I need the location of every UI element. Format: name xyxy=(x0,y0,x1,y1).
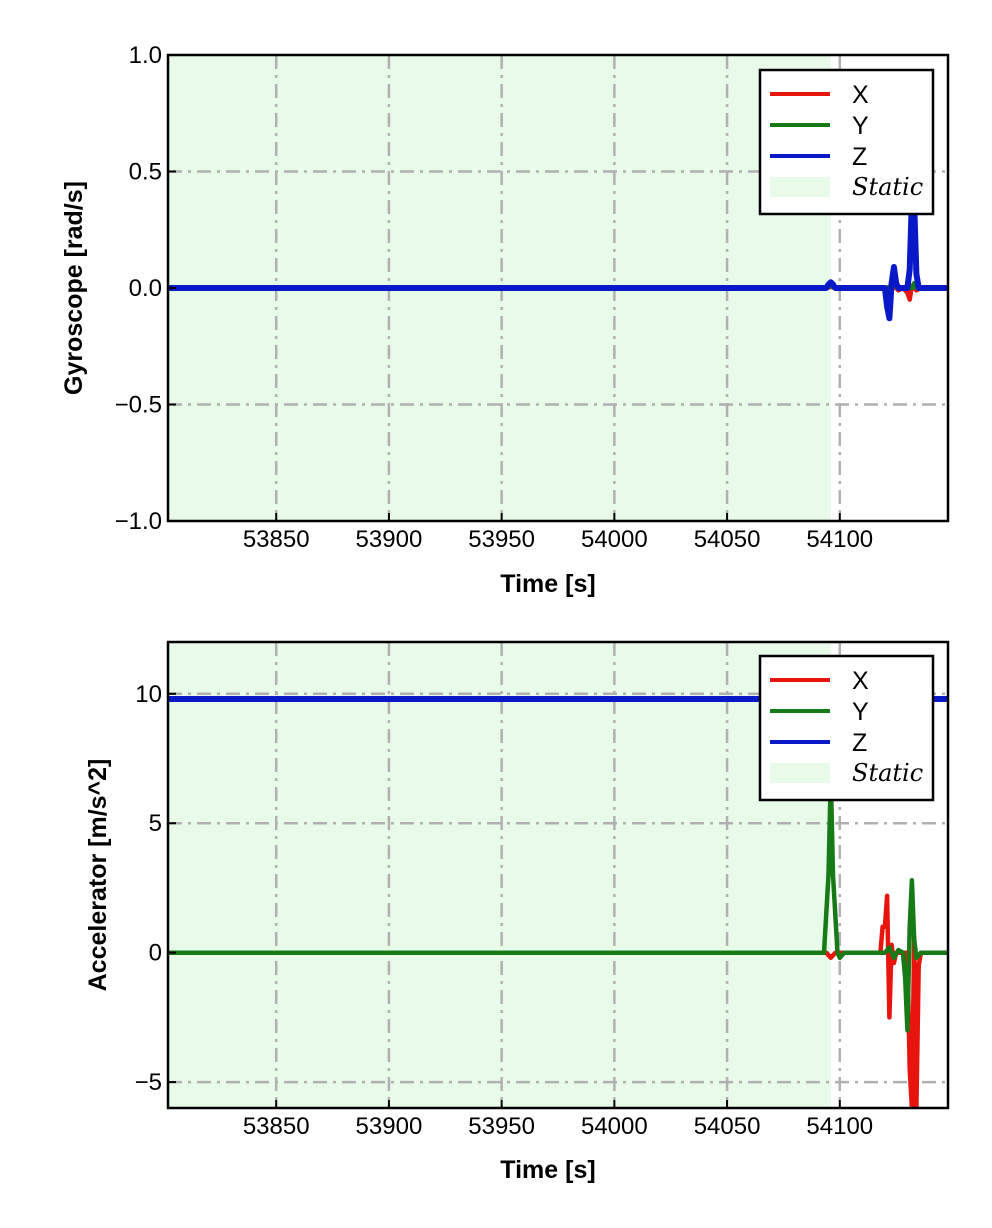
y-tick-label: −0.5 xyxy=(115,392,162,419)
legend-label-x: X xyxy=(852,667,869,695)
y-tick-label: 0.5 xyxy=(129,159,162,186)
x-tick-label: 54100 xyxy=(806,526,873,553)
x-tick-label: 53900 xyxy=(356,1113,423,1140)
x-tick-label: 54050 xyxy=(694,1113,761,1140)
legend-label-y: Y xyxy=(852,698,869,726)
x-axis-title: Time [s] xyxy=(500,1156,595,1184)
axes-frame xyxy=(166,640,950,1110)
x-tick-label: 53950 xyxy=(468,526,535,553)
legend-label-static: Static xyxy=(852,759,923,787)
x-tick-label: 53950 xyxy=(468,1113,535,1140)
x-tick-label: 53850 xyxy=(243,526,310,553)
chart-panel-0: 53850 53900 53950 54000 54050 54100 −1.0 −0.5 0.… xyxy=(60,42,950,598)
y-tick-label: 10 xyxy=(135,681,162,708)
x-tick-label: 54100 xyxy=(806,1113,873,1140)
y-tick-label: 0.0 xyxy=(129,275,162,302)
y-tick-label: 0 xyxy=(149,940,162,967)
legend-label-z: Z xyxy=(852,729,867,757)
x-axis-title: Time [s] xyxy=(500,570,595,598)
series-line-z xyxy=(168,196,948,322)
x-tick-label: 54000 xyxy=(581,526,648,553)
y-tick-label: 1.0 xyxy=(129,42,162,69)
y-tick-label: −1.0 xyxy=(115,508,162,535)
legend-label-static: Static xyxy=(852,173,923,201)
legend-label-x: X xyxy=(852,81,869,109)
y-tick-label: 5 xyxy=(149,810,162,837)
static-region xyxy=(168,642,831,1108)
series-line-y xyxy=(168,774,948,1033)
x-tick-label: 53900 xyxy=(356,526,423,553)
legend-label-y: Y xyxy=(852,112,869,140)
x-tick-label: 53850 xyxy=(243,1113,310,1140)
chart-panel-1: 53850 53900 53950 54000 54050 54100 −5 0 5 10 Time… xyxy=(84,640,950,1184)
legend-swatch-static xyxy=(770,177,830,197)
y-axis-title: Gyroscope [rad/s] xyxy=(60,181,88,395)
y-tick-label: −5 xyxy=(135,1069,162,1096)
legend-label-z: Z xyxy=(852,143,867,171)
x-tick-label: 54000 xyxy=(581,1113,648,1140)
x-tick-label: 54050 xyxy=(694,526,761,553)
legend-swatch-static xyxy=(770,763,830,783)
y-axis-title: Accelerator [m/s^2] xyxy=(84,759,112,992)
